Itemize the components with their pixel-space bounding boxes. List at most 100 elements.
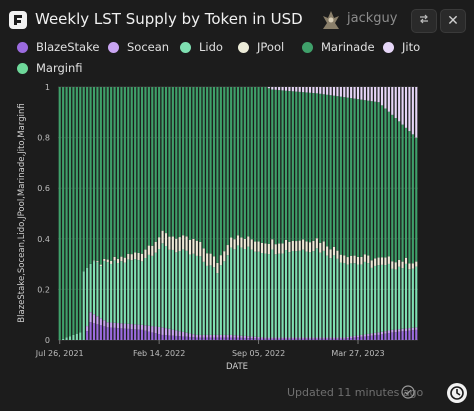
bar-segment-blazestake[interactable] [219,337,222,340]
legend-item-jito[interactable]: Jito [383,40,420,54]
bar-segment-socean[interactable] [164,328,168,336]
bar-segment-blazestake[interactable] [377,334,380,340]
bar-segment-socean[interactable] [92,314,96,324]
bar-segment-marinade[interactable] [113,87,116,257]
bar-segment-socean[interactable] [216,334,219,338]
bar-segment-lido[interactable] [356,264,360,336]
bar-segment-blazestake[interactable] [278,338,281,341]
bar-segment-socean[interactable] [154,326,157,334]
bar-segment-marinade[interactable] [226,87,229,246]
bar-segment-socean[interactable] [404,328,408,331]
bar-segment-lido[interactable] [377,265,380,333]
bar-segment-socean[interactable] [370,333,373,336]
bar-segment-jpool[interactable] [110,260,113,264]
bar-segment-socean[interactable] [339,337,342,339]
bar-segment-socean[interactable] [147,325,150,332]
bar-segment-marinade[interactable] [99,87,102,265]
bar-segment-marinade[interactable] [123,87,126,258]
bar-segment-marinade[interactable] [171,87,174,237]
bar-segment-blazestake[interactable] [353,337,356,340]
bar-segment-blazestake[interactable] [295,338,298,341]
bar-segment-marinade[interactable] [72,87,75,335]
bar-segment-lido[interactable] [274,254,277,338]
bar-segment-jito[interactable] [367,87,370,101]
bar-segment-lido[interactable] [370,267,373,334]
bar-segment-blazestake[interactable] [206,337,209,340]
bar-segment-marinade[interactable] [415,137,418,262]
bar-segment-socean[interactable] [329,337,332,339]
bar-segment-marinade[interactable] [240,87,243,238]
bar-segment-marinade[interactable] [339,96,342,255]
bar-segment-marinade[interactable] [315,93,318,239]
bar-segment-lido[interactable] [398,266,401,330]
bar-segment-lido[interactable] [322,250,325,338]
bar-segment-marinade[interactable] [188,87,192,240]
bar-segment-jpool[interactable] [404,257,408,264]
bar-segment-blazestake[interactable] [284,338,288,341]
bar-segment-lido[interactable] [367,263,370,334]
bar-segment-marinade[interactable] [305,92,308,242]
bar-segment-jito[interactable] [267,87,270,89]
bar-segment-lido[interactable] [411,268,414,328]
bar-segment-socean[interactable] [134,324,137,330]
bar-segment-blazestake[interactable] [404,330,408,340]
bar-segment-lido[interactable] [380,264,384,332]
bar-segment-socean[interactable] [195,334,198,338]
bar-segment-blazestake[interactable] [116,328,120,340]
bar-segment-blazestake[interactable] [92,323,96,340]
bar-segment-jito[interactable] [319,87,322,94]
bar-segment-lido[interactable] [302,249,305,338]
bar-segment-blazestake[interactable] [233,337,236,340]
bar-segment-lido[interactable] [281,253,284,338]
bar-segment-jpool[interactable] [391,261,394,269]
bar-segment-blazestake[interactable] [250,338,253,340]
bar-segment-jpool[interactable] [137,252,140,261]
bar-segment-socean[interactable] [295,337,298,339]
bar-segment-jpool[interactable] [223,251,226,262]
bar-segment-lido[interactable] [329,258,332,338]
bar-segment-blazestake[interactable] [281,338,284,341]
legend-item-blazestake[interactable]: BlazeStake [17,40,99,54]
bar-segment-socean[interactable] [206,334,209,338]
bar-segment-lido[interactable] [199,256,202,335]
bar-segment-blazestake[interactable] [291,338,294,341]
bar-segment-jpool[interactable] [116,258,120,263]
bar-segment-marinade[interactable] [247,87,250,237]
bar-segment-lido[interactable] [89,263,92,313]
bar-segment-blazestake[interactable] [312,338,315,341]
bar-segment-socean[interactable] [182,331,185,337]
bar-segment-blazestake[interactable] [168,335,171,340]
bar-segment-marinade[interactable] [346,97,349,258]
bar-segment-jito[interactable] [274,87,277,90]
bar-segment-jpool[interactable] [106,259,109,263]
bar-segment-jpool[interactable] [302,239,305,250]
bar-segment-lido[interactable] [284,250,288,338]
bar-segment-marinade[interactable] [82,87,85,272]
bar-segment-lido[interactable] [247,246,250,337]
bar-segment-marinade[interactable] [212,87,216,257]
bar-segment-socean[interactable] [326,337,329,339]
bar-segment-jpool[interactable] [192,238,195,254]
bar-segment-blazestake[interactable] [147,331,150,340]
bar-segment-socean[interactable] [356,335,360,338]
bar-segment-socean[interactable] [151,326,154,333]
bar-segment-marinade[interactable] [106,87,109,260]
bar-segment-jpool[interactable] [154,241,157,253]
bar-segment-marinade[interactable] [243,87,246,239]
bar-segment-blazestake[interactable] [103,326,106,340]
bar-segment-marinade[interactable] [370,101,373,261]
bar-segment-lido[interactable] [363,261,366,335]
bar-segment-jpool[interactable] [288,241,291,253]
bar-segment-blazestake[interactable] [343,338,346,341]
bar-segment-socean[interactable] [202,334,205,338]
bar-segment-marinade[interactable] [206,87,209,254]
bar-segment-jpool[interactable] [230,237,233,248]
bar-segment-marinade[interactable] [137,87,140,253]
bar-segment-jito[interactable] [384,87,387,109]
bar-segment-lido[interactable] [288,252,291,338]
bar-segment-socean[interactable] [236,335,240,338]
legend-item-marginfi[interactable]: Marginfi [17,61,83,75]
bar-segment-socean[interactable] [305,337,308,339]
bar-segment-socean[interactable] [144,325,147,331]
bar-segment-jpool[interactable] [202,248,205,262]
